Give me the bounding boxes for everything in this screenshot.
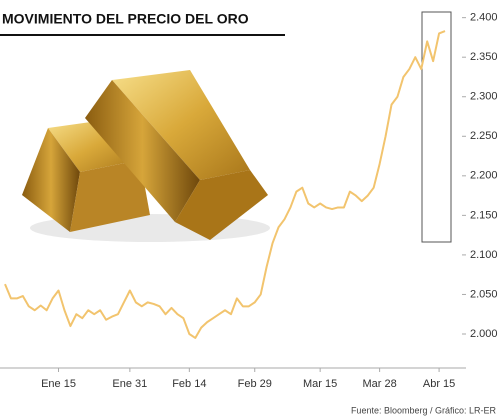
- x-tick-label: Ene 15: [41, 378, 76, 390]
- x-tick-label: Mar 15: [303, 378, 337, 390]
- y-tick-label: 2.150: [470, 209, 498, 221]
- y-tick-label: 2.250: [470, 130, 498, 142]
- highlight-box: [421, 11, 452, 243]
- y-tick-label: 2.350: [470, 51, 498, 63]
- y-tick-label: 2.050: [470, 288, 498, 300]
- y-tick-label: 2.400: [470, 12, 498, 24]
- y-tick-label: 2.300: [470, 91, 498, 103]
- x-tick-label: Ene 31: [112, 378, 147, 390]
- x-tick-label: Mar 28: [362, 378, 396, 390]
- chart-title: MOVIMIENTO DEL PRECIO DEL ORO: [2, 11, 249, 27]
- y-tick-label: 2.100: [470, 249, 498, 261]
- x-tick-label: Feb 29: [238, 378, 272, 390]
- gold-bars: [22, 70, 270, 242]
- y-tick-label: 2.200: [470, 170, 498, 182]
- x-tick-label: Feb 14: [172, 378, 206, 390]
- y-tick-label: 2.000: [470, 328, 498, 340]
- price-line: [4, 30, 446, 339]
- source: Fuente: Bloomberg / Gráfico: LR-ER: [351, 405, 497, 415]
- x-tick-label: Abr 15: [423, 378, 455, 390]
